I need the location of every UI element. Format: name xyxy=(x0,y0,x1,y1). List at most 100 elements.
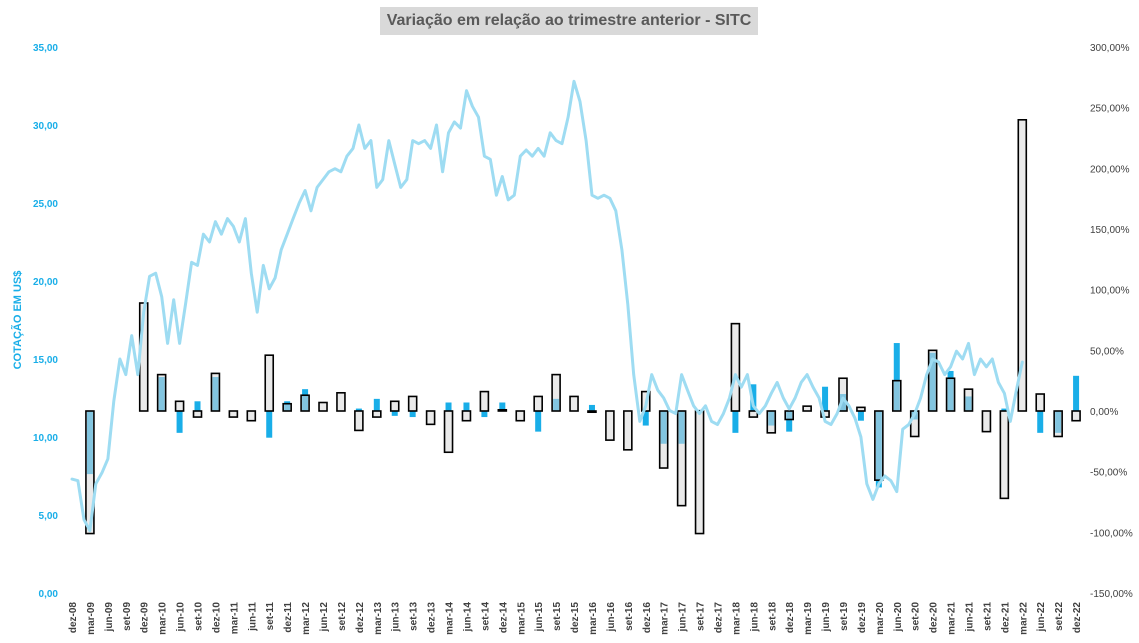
bar-outline-mar-14 xyxy=(443,410,454,454)
bar-outline-jun-22 xyxy=(1035,393,1046,412)
bar-outline-jun-20 xyxy=(891,379,902,412)
right-tick-label: 300,00% xyxy=(1090,43,1130,54)
right-tick-label: 50,00% xyxy=(1090,346,1124,357)
x-tick-label: dez-16 xyxy=(642,602,653,634)
bar-outline-set-15 xyxy=(551,373,561,412)
bar-outline-jun-17 xyxy=(676,410,687,507)
axes-layer: 0,00 5,00 10,00 15,00 20,00 25,00 30,00 35,00 CO… xyxy=(11,43,1133,635)
bar-blue-dez-14 xyxy=(499,402,506,411)
left-tick-label: 20,00 xyxy=(33,277,58,288)
bar-outline-dez-15 xyxy=(569,395,579,412)
bar-outline-mar-21 xyxy=(945,377,956,412)
bar-outline-mar-17 xyxy=(658,410,669,469)
bar-outline-jun-15 xyxy=(533,395,543,412)
price-line xyxy=(70,79,1024,533)
left-tick-label: 30,00 xyxy=(33,121,58,132)
x-tick-label: jun-22 xyxy=(1036,602,1047,633)
bar-outline-set-13 xyxy=(407,395,418,412)
x-tick-label: set-18 xyxy=(767,602,778,631)
bar-blue-jun-13 xyxy=(391,411,398,416)
left-tick-label: 35,00 xyxy=(33,43,58,54)
bar-outline-jun-10 xyxy=(174,400,185,412)
x-tick-label: set-09 xyxy=(122,602,133,631)
x-tick-label: mar-10 xyxy=(158,602,169,635)
x-tick-label: jun-16 xyxy=(606,602,617,633)
left-tick-label: 0,00 xyxy=(39,589,59,600)
x-tick-label: set-16 xyxy=(624,602,635,631)
x-tick-label: dez-17 xyxy=(714,602,725,634)
x-tick-label: set-17 xyxy=(696,602,707,631)
x-tick-label: jun-20 xyxy=(893,602,904,633)
bar-blue-set-13 xyxy=(409,411,416,418)
x-tick-label: dez-22 xyxy=(1072,602,1083,634)
x-tick-label: set-19 xyxy=(839,602,850,631)
left-axis-title: COTAÇÃO EM US$ xyxy=(11,271,24,370)
x-tick-label: mar-16 xyxy=(588,602,599,635)
bar-outline-set-10 xyxy=(192,410,203,418)
bar-outline-mar-10 xyxy=(156,373,167,412)
x-tick-label: mar-11 xyxy=(229,602,240,635)
bar-outline-set-16 xyxy=(623,410,633,451)
bar-outline-mar-22 xyxy=(1017,119,1028,412)
x-tick-label: dez-19 xyxy=(857,602,868,634)
x-tick-label: jun-21 xyxy=(965,602,976,633)
x-tick-label: mar-22 xyxy=(1018,602,1029,635)
bar-blue-set-14 xyxy=(481,411,488,418)
x-tick-label: dez-15 xyxy=(570,602,581,634)
x-tick-label: mar-18 xyxy=(731,602,742,635)
chart-title-box: Variação em relação ao trimestre anterio… xyxy=(380,7,758,35)
bar-outline-set-14 xyxy=(479,390,490,412)
bar-outline-mar-13 xyxy=(372,410,382,418)
left-tick-label: 10,00 xyxy=(33,433,58,444)
bar-blue-dez-19 xyxy=(857,411,864,421)
right-tick-label: 0,00% xyxy=(1090,407,1118,418)
right-tick-label: 100,00% xyxy=(1090,286,1130,297)
bar-blue-dez-16 xyxy=(642,411,649,426)
x-tick-label: set-22 xyxy=(1054,602,1065,631)
x-tick-label: dez-13 xyxy=(427,602,438,634)
x-tick-label: mar-17 xyxy=(660,602,671,635)
bar-outline-mar-16 xyxy=(587,410,597,414)
left-tick-label: 5,00 xyxy=(39,511,59,522)
bar-outline-dez-12 xyxy=(354,410,364,432)
bar-blue-dez-22 xyxy=(1073,375,1080,411)
bar-blue-jun-14 xyxy=(463,402,470,411)
x-tick-label: dez-20 xyxy=(929,602,940,634)
x-tick-label: set-12 xyxy=(337,602,348,631)
bar-outline-jun-21 xyxy=(963,388,974,412)
bar-blue-jun-18 xyxy=(750,384,757,411)
x-tick-label: mar-15 xyxy=(516,602,527,635)
bar-outline-mar-19 xyxy=(802,405,812,412)
bar-blue-dez-18 xyxy=(786,411,793,432)
bar-outline-set-11 xyxy=(264,354,275,412)
bar-outline-jun-12 xyxy=(318,401,328,412)
bar-blue-jun-20 xyxy=(893,343,900,411)
x-tick-label: dez-14 xyxy=(498,602,509,634)
bar-outline-dez-18 xyxy=(784,410,795,421)
bar-blue-jun-10 xyxy=(176,411,183,433)
bar-blue-jun-15 xyxy=(535,411,542,432)
left-tick-label: 15,00 xyxy=(33,355,58,366)
bar-outline-dez-20 xyxy=(927,349,938,412)
x-tick-label: jun-11 xyxy=(247,602,258,632)
x-tick-label: dez-08 xyxy=(68,602,79,634)
x-tick-label: jun-14 xyxy=(463,602,474,633)
x-tick-label: jun-17 xyxy=(678,602,689,633)
x-tick-label: set-20 xyxy=(911,602,922,631)
x-tick-label: jun-09 xyxy=(104,602,115,633)
bar-outline-mar-18 xyxy=(730,322,741,412)
bar-outline-jun-14 xyxy=(461,410,472,422)
bar-outline-set-21 xyxy=(981,410,992,433)
x-tick-label: dez-09 xyxy=(140,602,151,634)
bar-outline-jun-16 xyxy=(605,410,615,441)
x-tick-label: set-15 xyxy=(552,602,563,631)
chart-title: Variação em relação ao trimestre anterio… xyxy=(386,12,752,29)
x-tick-label: mar-13 xyxy=(373,602,384,635)
bar-outline-dez-19 xyxy=(856,406,866,412)
bar-outline-dez-21 xyxy=(999,410,1010,500)
bar-outline-set-18 xyxy=(766,410,777,434)
bar-blue-set-11 xyxy=(266,411,273,438)
line-layer xyxy=(70,79,1024,533)
